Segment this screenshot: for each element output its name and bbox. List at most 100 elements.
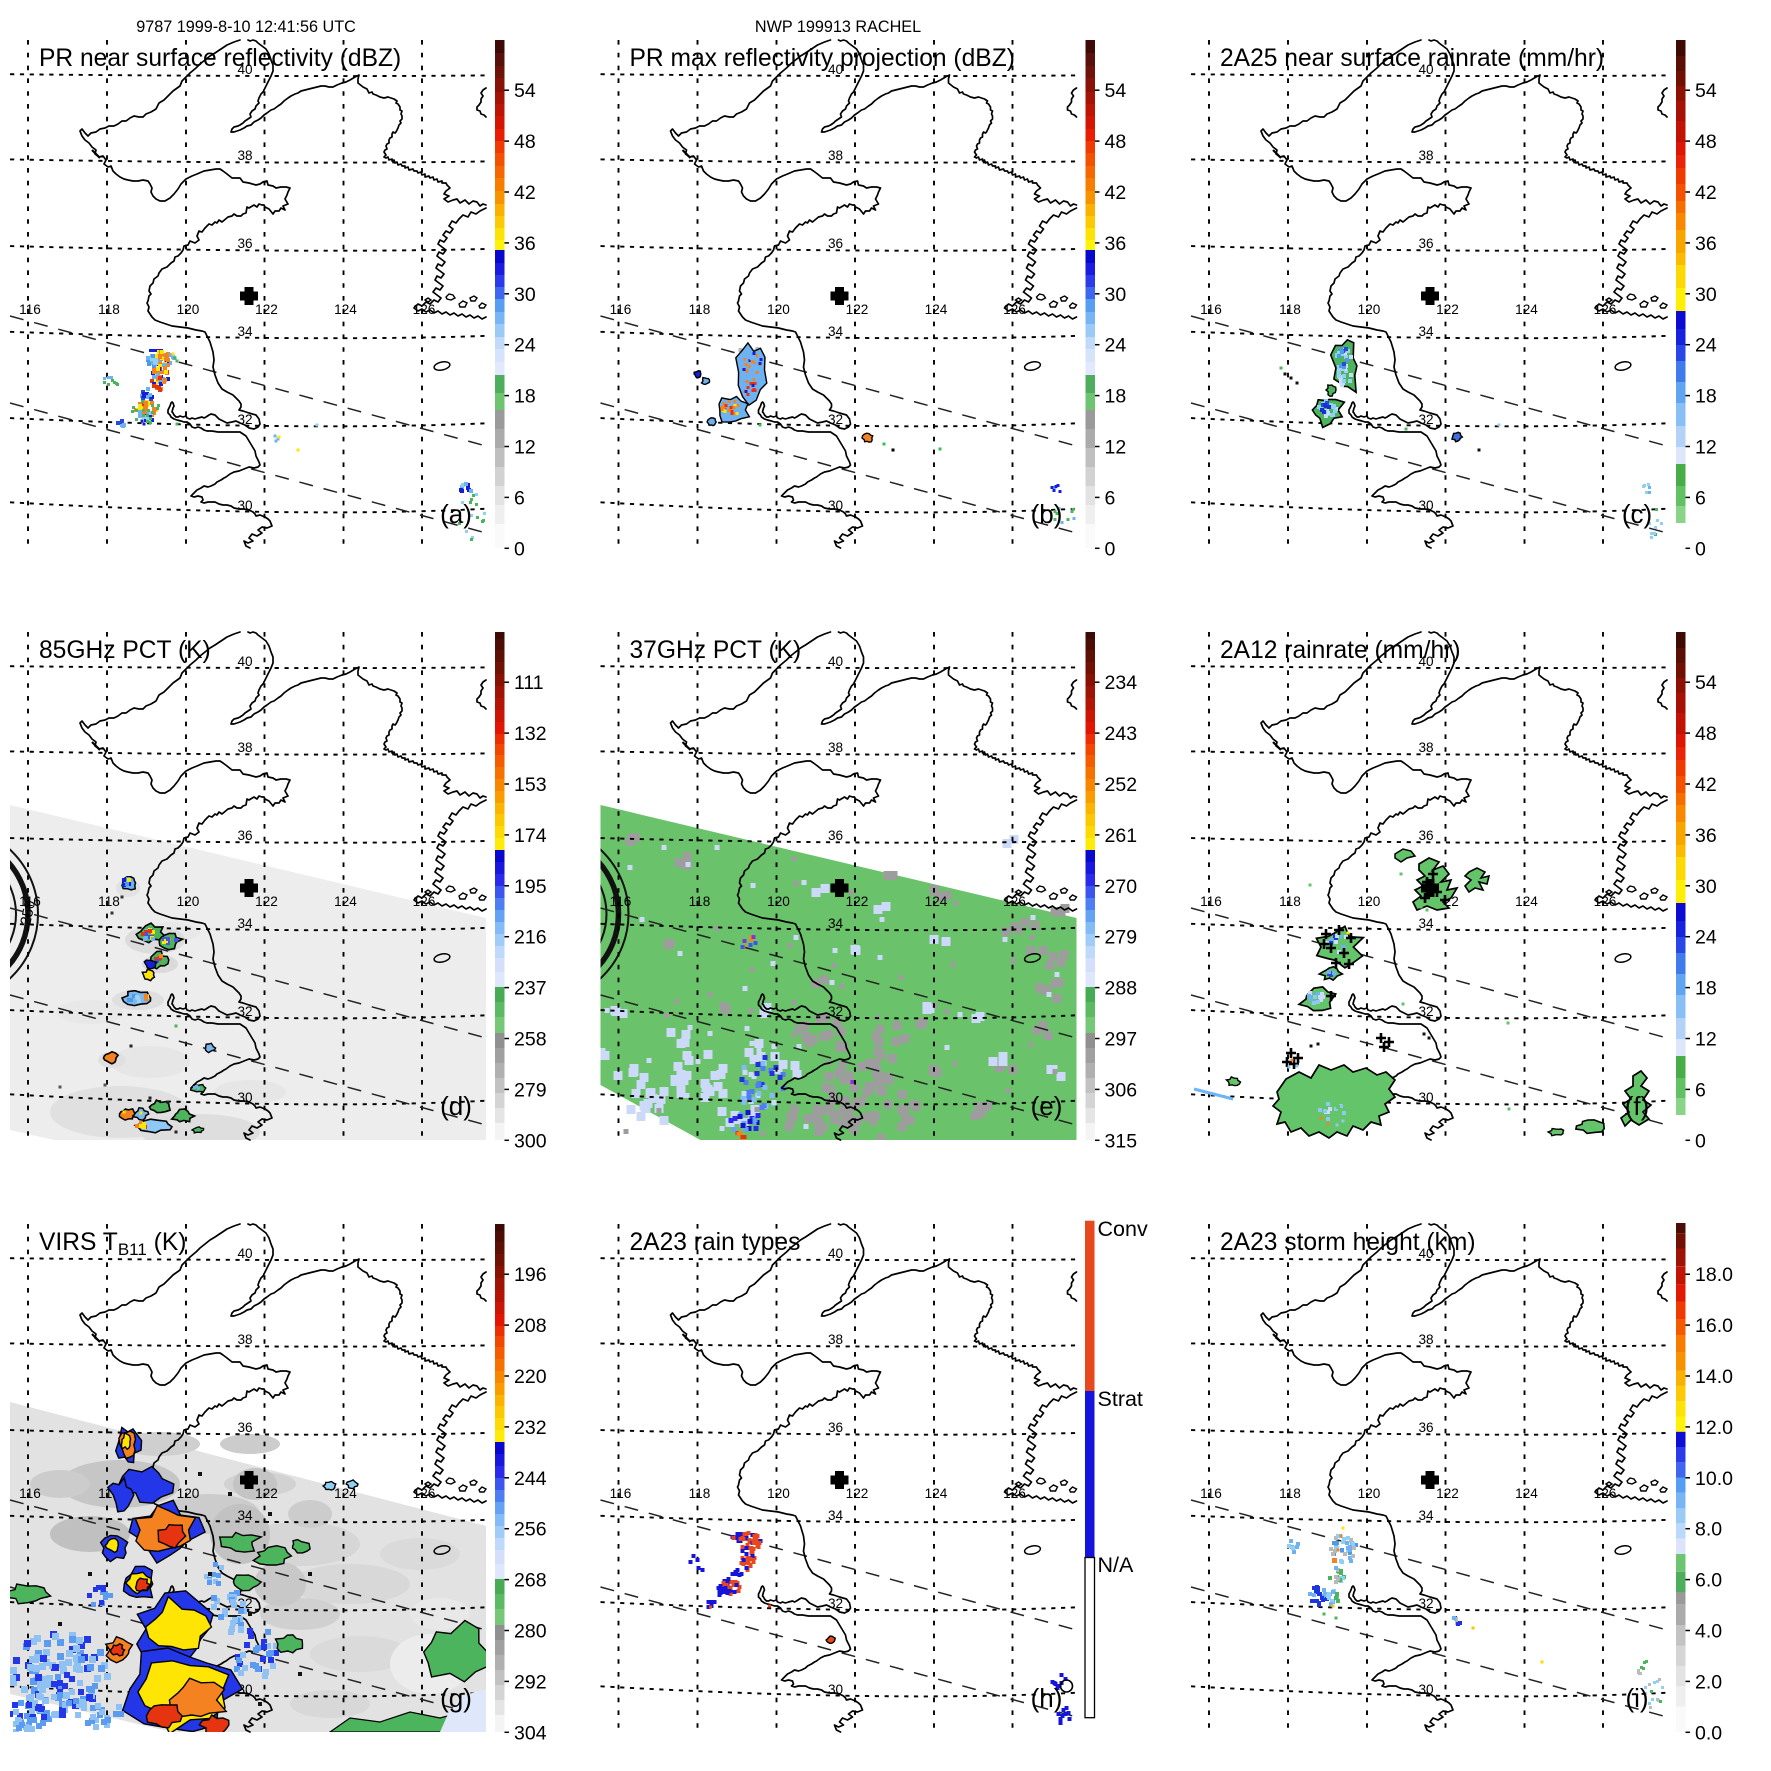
svg-text:2A12 rainrate (mm/hr): 2A12 rainrate (mm/hr) — [1220, 637, 1461, 664]
svg-text:24: 24 — [1105, 335, 1127, 357]
svg-text:Conv: Conv — [1098, 1217, 1148, 1241]
svg-text:232: 232 — [514, 1417, 547, 1439]
svg-text:132: 132 — [514, 723, 547, 745]
svg-text:48: 48 — [514, 131, 536, 153]
svg-text:(g): (g) — [440, 1683, 472, 1713]
svg-text:258: 258 — [514, 1029, 547, 1051]
svg-text:VIRS TB11 (K): VIRS TB11 (K) — [39, 1229, 186, 1259]
svg-text:PR max reflectivity projection: PR max reflectivity projection (dBZ) — [630, 45, 1015, 72]
svg-text:111: 111 — [514, 672, 544, 694]
svg-text:292: 292 — [514, 1671, 547, 1693]
svg-text:18: 18 — [1105, 386, 1127, 408]
svg-text:54: 54 — [1695, 672, 1717, 694]
svg-text:18: 18 — [514, 386, 536, 408]
svg-text:18: 18 — [1695, 978, 1717, 1000]
svg-text:220: 220 — [514, 1366, 547, 1388]
svg-text:10.0: 10.0 — [1695, 1468, 1733, 1490]
svg-text:NWP 199913 RACHEL: NWP 199913 RACHEL — [755, 18, 921, 36]
svg-text:(i): (i) — [1625, 1683, 1648, 1713]
svg-text:0: 0 — [1105, 538, 1116, 560]
svg-text:0: 0 — [514, 538, 525, 560]
svg-text:270: 270 — [1105, 876, 1138, 898]
svg-text:153: 153 — [514, 774, 547, 796]
svg-text:279: 279 — [1105, 927, 1138, 949]
svg-text:(h): (h) — [1031, 1683, 1063, 1713]
svg-text:6: 6 — [1105, 487, 1116, 509]
svg-text:306: 306 — [1105, 1079, 1138, 1101]
svg-text:(b): (b) — [1031, 499, 1063, 529]
svg-text:216: 216 — [514, 927, 547, 949]
svg-text:48: 48 — [1695, 723, 1717, 745]
svg-text:12: 12 — [1695, 437, 1717, 459]
svg-text:24: 24 — [1695, 335, 1717, 357]
svg-text:54: 54 — [514, 80, 536, 102]
svg-text:54: 54 — [1695, 80, 1717, 102]
svg-text:18: 18 — [1695, 386, 1717, 408]
svg-text:2A23 storm height (km): 2A23 storm height (km) — [1220, 1229, 1476, 1256]
svg-text:PR near surface reflectivity (: PR near surface reflectivity (dBZ) — [39, 45, 401, 72]
svg-text:252: 252 — [1105, 774, 1138, 796]
svg-text:24: 24 — [514, 335, 536, 357]
svg-text:280: 280 — [514, 1621, 547, 1643]
svg-text:30: 30 — [1695, 284, 1717, 306]
svg-text:196: 196 — [514, 1264, 547, 1286]
svg-text:6: 6 — [1695, 487, 1706, 509]
svg-text:8.0: 8.0 — [1695, 1519, 1722, 1541]
svg-text:36: 36 — [1105, 233, 1127, 255]
svg-text:195: 195 — [514, 876, 547, 898]
svg-text:315: 315 — [1105, 1130, 1138, 1152]
svg-text:16.0: 16.0 — [1695, 1315, 1733, 1337]
svg-text:6.0: 6.0 — [1695, 1570, 1722, 1592]
svg-text:36: 36 — [1695, 233, 1717, 255]
svg-text:288: 288 — [1105, 978, 1138, 1000]
svg-text:30: 30 — [1695, 876, 1717, 898]
svg-text:243: 243 — [1105, 723, 1138, 745]
svg-text:12: 12 — [514, 437, 536, 459]
svg-text:(d): (d) — [440, 1091, 472, 1121]
svg-text:24: 24 — [1695, 927, 1717, 949]
svg-text:2.0: 2.0 — [1695, 1671, 1722, 1693]
svg-text:14.0: 14.0 — [1695, 1366, 1733, 1388]
svg-text:300: 300 — [514, 1130, 547, 1152]
svg-text:37GHz PCT (K): 37GHz PCT (K) — [630, 637, 802, 664]
svg-text:36: 36 — [514, 233, 536, 255]
svg-text:4.0: 4.0 — [1695, 1621, 1722, 1643]
svg-text:12.0: 12.0 — [1695, 1417, 1733, 1439]
svg-text:48: 48 — [1695, 131, 1717, 153]
svg-text:0: 0 — [1695, 538, 1706, 560]
svg-text:9787 1999-8-10 12:41:56 UTC: 9787 1999-8-10 12:41:56 UTC — [136, 18, 356, 36]
svg-text:256: 256 — [514, 1519, 547, 1541]
svg-text:12: 12 — [1105, 437, 1127, 459]
svg-text:0.0: 0.0 — [1695, 1722, 1722, 1744]
svg-text:268: 268 — [514, 1570, 547, 1592]
svg-text:297: 297 — [1105, 1029, 1138, 1051]
svg-text:42: 42 — [514, 182, 536, 204]
svg-text:6: 6 — [514, 487, 525, 509]
svg-text:2A23 rain types: 2A23 rain types — [630, 1229, 801, 1256]
svg-text:174: 174 — [514, 825, 547, 847]
svg-text:30: 30 — [1105, 284, 1127, 306]
svg-text:208: 208 — [514, 1315, 547, 1337]
svg-text:304: 304 — [514, 1722, 547, 1744]
svg-text:30: 30 — [514, 284, 536, 306]
svg-text:Strat: Strat — [1098, 1387, 1143, 1411]
svg-text:2A25 near surface rainrate (mm: 2A25 near surface rainrate (mm/hr) — [1220, 45, 1604, 72]
svg-text:0: 0 — [1695, 1130, 1706, 1152]
svg-text:48: 48 — [1105, 131, 1127, 153]
svg-text:237: 237 — [514, 978, 547, 1000]
svg-text:6: 6 — [1695, 1079, 1706, 1101]
svg-text:(e): (e) — [1031, 1091, 1063, 1121]
svg-text:234: 234 — [1105, 672, 1138, 694]
svg-text:12: 12 — [1695, 1029, 1717, 1051]
svg-text:42: 42 — [1695, 182, 1717, 204]
svg-text:261: 261 — [1105, 825, 1138, 847]
svg-text:18.0: 18.0 — [1695, 1264, 1733, 1286]
svg-text:85GHz PCT (K): 85GHz PCT (K) — [39, 637, 211, 664]
svg-text:N/A: N/A — [1098, 1553, 1135, 1577]
svg-text:244: 244 — [514, 1468, 547, 1490]
svg-text:54: 54 — [1105, 80, 1127, 102]
svg-text:36: 36 — [1695, 825, 1717, 847]
svg-text:(a): (a) — [440, 499, 472, 529]
svg-text:(f): (f) — [1625, 1091, 1650, 1121]
svg-text:(c): (c) — [1622, 499, 1652, 529]
